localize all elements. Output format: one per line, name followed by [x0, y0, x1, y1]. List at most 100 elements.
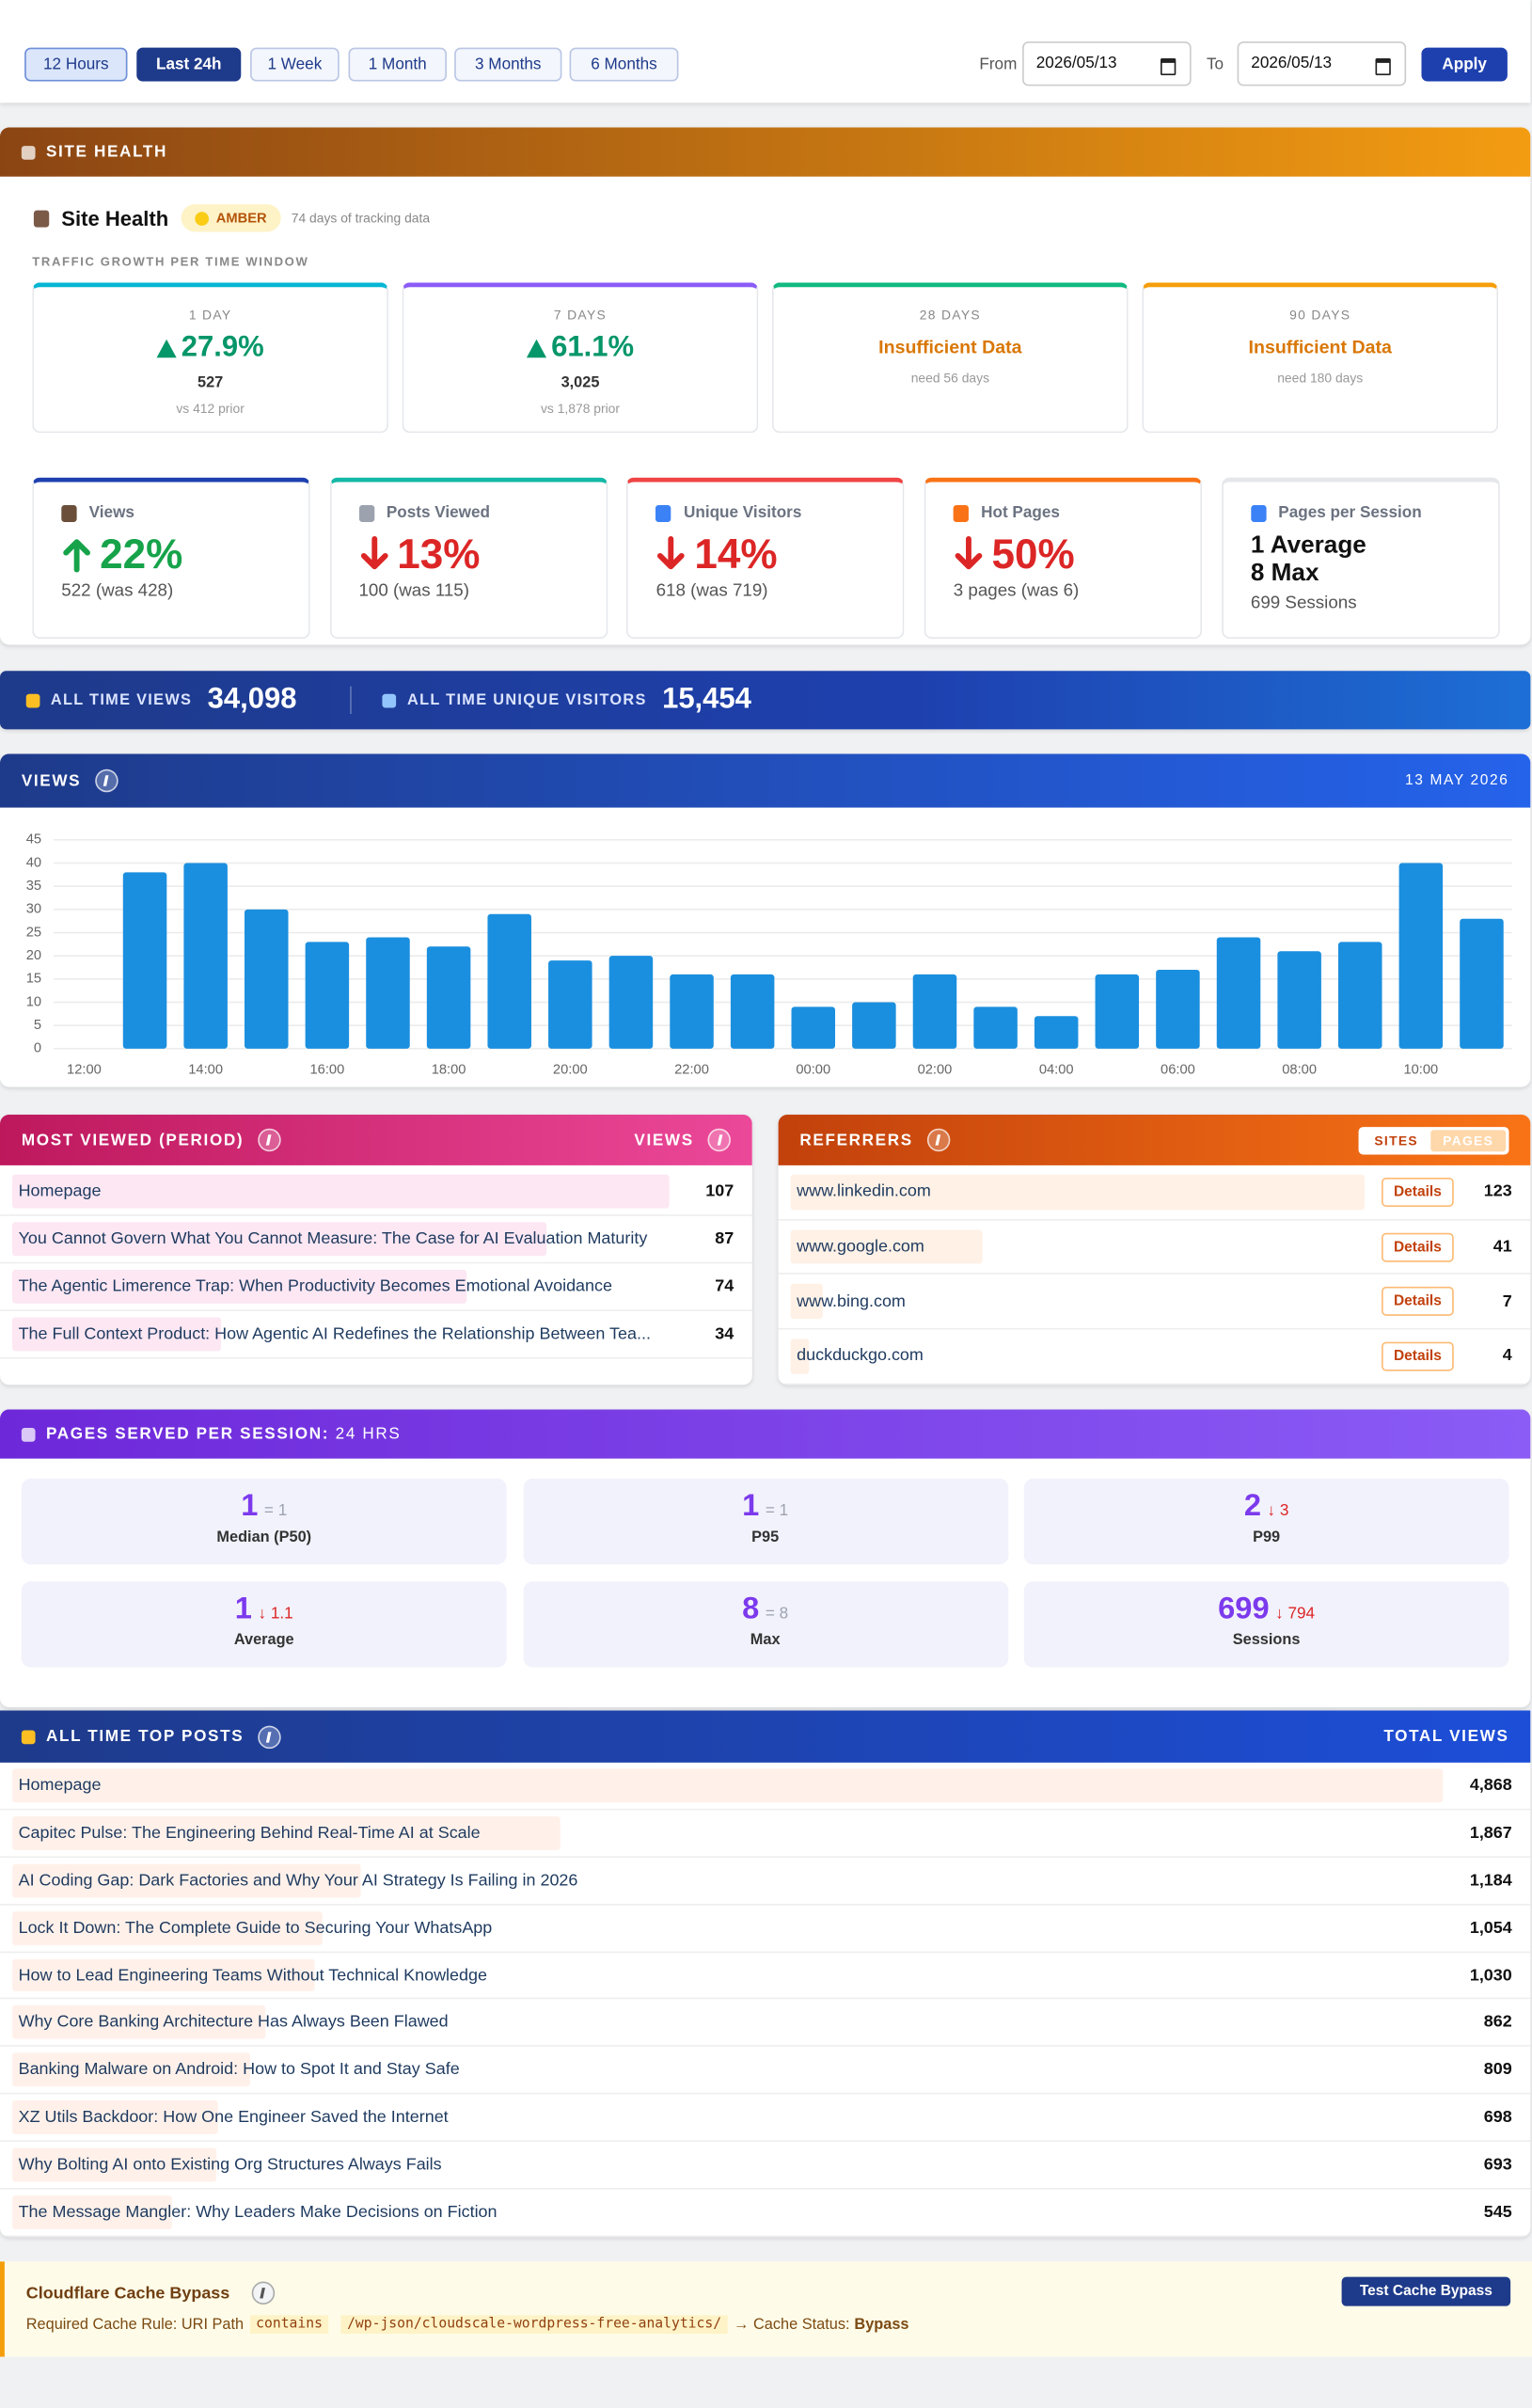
stat-value-row: 1 = 1	[22, 1489, 507, 1525]
header-text: SITE HEALTH	[45, 142, 168, 162]
to-date[interactable]: 2026/05/13	[1237, 41, 1407, 87]
x-tick-label: 18:00	[432, 1063, 466, 1078]
info-glyph	[103, 775, 110, 786]
icon	[1250, 504, 1267, 522]
label-text: Pages per Session	[1278, 503, 1422, 522]
cloudflare: Cloudflare Cache Bypass Required Cache R…	[0, 2261, 1532, 2357]
row-value: 1,030	[1469, 1966, 1512, 1985]
info-icon	[257, 1128, 281, 1152]
details-button[interactable]: Details	[1382, 1341, 1454, 1371]
bar	[608, 956, 654, 1049]
y-tick-label: 10	[26, 994, 41, 1009]
x-tick-label: 04:00	[1039, 1063, 1074, 1078]
cloudflare-title-row: Cloudflare Cache Bypass	[25, 2281, 275, 2305]
window-note: need 180 days	[1277, 370, 1364, 386]
row-bar	[790, 1228, 983, 1264]
bar	[426, 946, 471, 1049]
row-title: Homepage	[18, 1776, 102, 1796]
tab[interactable]: PAGES	[1430, 1129, 1507, 1151]
trend-arrow	[657, 535, 686, 570]
apply-button[interactable]: Apply	[1421, 47, 1508, 82]
status-text: AMBER	[215, 210, 267, 226]
bar	[1034, 1016, 1079, 1049]
trend-arrow	[955, 535, 983, 570]
period: 24 HRS	[335, 1424, 402, 1444]
range-button[interactable]: 12 Hours	[24, 47, 128, 82]
header-text: PAGES SERVED PER SESSION:	[45, 1424, 330, 1444]
trend-arrow	[360, 535, 388, 570]
stat-change: = 8	[765, 1604, 789, 1624]
stat-box: 1 ↓ 1.1 Average	[21, 1581, 507, 1668]
window-status: Insufficient Data	[878, 336, 1022, 358]
status-badge: AMBER	[181, 204, 281, 232]
range-button[interactable]: 1 Week	[250, 47, 340, 82]
info-glyph	[266, 1134, 273, 1146]
bar	[1337, 942, 1382, 1049]
range-button[interactable]: 3 Months	[454, 47, 562, 82]
row-title: XZ Utils Backdoor: How One Engineer Save…	[18, 2108, 449, 2127]
row-title: The Message Mangler: Why Leaders Make De…	[18, 2203, 498, 2222]
list-row: Why Core Banking Architecture Has Always…	[0, 2000, 1531, 2048]
stat-value: 8	[742, 1592, 760, 1626]
metric-label: Hot Pages	[953, 502, 1201, 524]
window-label: 28 DAYS	[919, 307, 981, 323]
from-date[interactable]: 2026/05/13	[1022, 41, 1192, 87]
growth-count: 527	[197, 374, 224, 392]
row-value: 809	[1483, 2060, 1512, 2080]
operator: contains	[249, 2315, 329, 2335]
row-title: Lock It Down: The Complete Guide to Secu…	[18, 1918, 493, 1938]
test-button[interactable]: Test Cache Bypass	[1341, 2276, 1511, 2306]
stat-change: ↓ 794	[1275, 1604, 1316, 1624]
row-bar	[12, 2005, 266, 2040]
range-button[interactable]: 1 Month	[348, 47, 447, 82]
row-title: The Full Context Product: How Agentic AI…	[18, 1324, 651, 1344]
stat-value-row: 1 = 1	[523, 1489, 1008, 1525]
details-button[interactable]: Details	[1382, 1177, 1454, 1207]
value-text: 14%	[694, 530, 778, 577]
metric-value: 13%	[358, 530, 606, 578]
stat-value-row: 699 ↓ 794	[1024, 1592, 1509, 1628]
bar	[1398, 863, 1444, 1049]
x-tick-label: 22:00	[674, 1063, 709, 1078]
bar	[1216, 937, 1261, 1049]
row-bar	[12, 2052, 250, 2087]
details-button[interactable]: Details	[1382, 1231, 1454, 1261]
row-title: The Agentic Limerence Trap: When Product…	[18, 1277, 613, 1296]
arrow-shape	[360, 535, 388, 570]
metric-detail: 522 (was 428)	[61, 581, 174, 601]
sessions: 699 Sessions	[1250, 594, 1357, 613]
from-label: From	[979, 55, 1018, 74]
range-button[interactable]: Last 24h	[136, 47, 242, 82]
y-tick-label: 35	[26, 879, 41, 894]
rows: www.linkedin.com Details 123 www.google.com…	[778, 1165, 1531, 1385]
bar	[366, 937, 410, 1049]
row-title: How to Lead Engineering Teams Without Te…	[18, 1966, 487, 1985]
growth-prior: vs 412 prior	[176, 401, 245, 417]
tab[interactable]: SITES	[1374, 1132, 1418, 1149]
growth-windows: 1 DAY 27.9% 527 vs 412 prior 7 DAYS 61.1% 3,02…	[32, 282, 1499, 434]
row-value: 1,054	[1469, 1918, 1512, 1938]
row-value: 4	[1502, 1347, 1512, 1366]
row-bar	[12, 1910, 323, 1945]
path: /wp-json/cloudscale-wordpress-free-analy…	[340, 2315, 728, 2335]
icon	[21, 1729, 36, 1744]
title: Cloudflare Cache Bypass	[25, 2283, 230, 2303]
row-title: Banking Malware on Android: How to Spot …	[18, 2060, 460, 2080]
x-tick-label: 06:00	[1161, 1063, 1195, 1078]
metric-value: 50%	[954, 530, 1201, 578]
row-bar	[12, 1768, 1444, 1803]
stat-value: 1	[241, 1489, 259, 1524]
value-text: 50%	[991, 530, 1075, 577]
y-tick-label: 15	[26, 972, 41, 987]
list-row: The Message Mangler: Why Leaders Make De…	[0, 2190, 1531, 2238]
row-title: Why Bolting AI onto Existing Org Structu…	[18, 2155, 442, 2175]
stats: 1 = 1 Median (P50) 1 = 1 P95 2 ↓ 3 P99 1 ↓ 1.1 Aver…	[21, 1478, 1509, 1668]
y-tick-label: 40	[26, 855, 41, 870]
window-label: 1 DAY	[188, 307, 232, 323]
range-button[interactable]: 6 Months	[569, 47, 679, 82]
calendar-icon	[1160, 58, 1177, 75]
row-value: 693	[1483, 2155, 1512, 2175]
details-button[interactable]: Details	[1382, 1287, 1454, 1317]
list-row: www.bing.com Details 7	[778, 1275, 1531, 1330]
stat-change: ↓ 1.1	[258, 1604, 293, 1624]
